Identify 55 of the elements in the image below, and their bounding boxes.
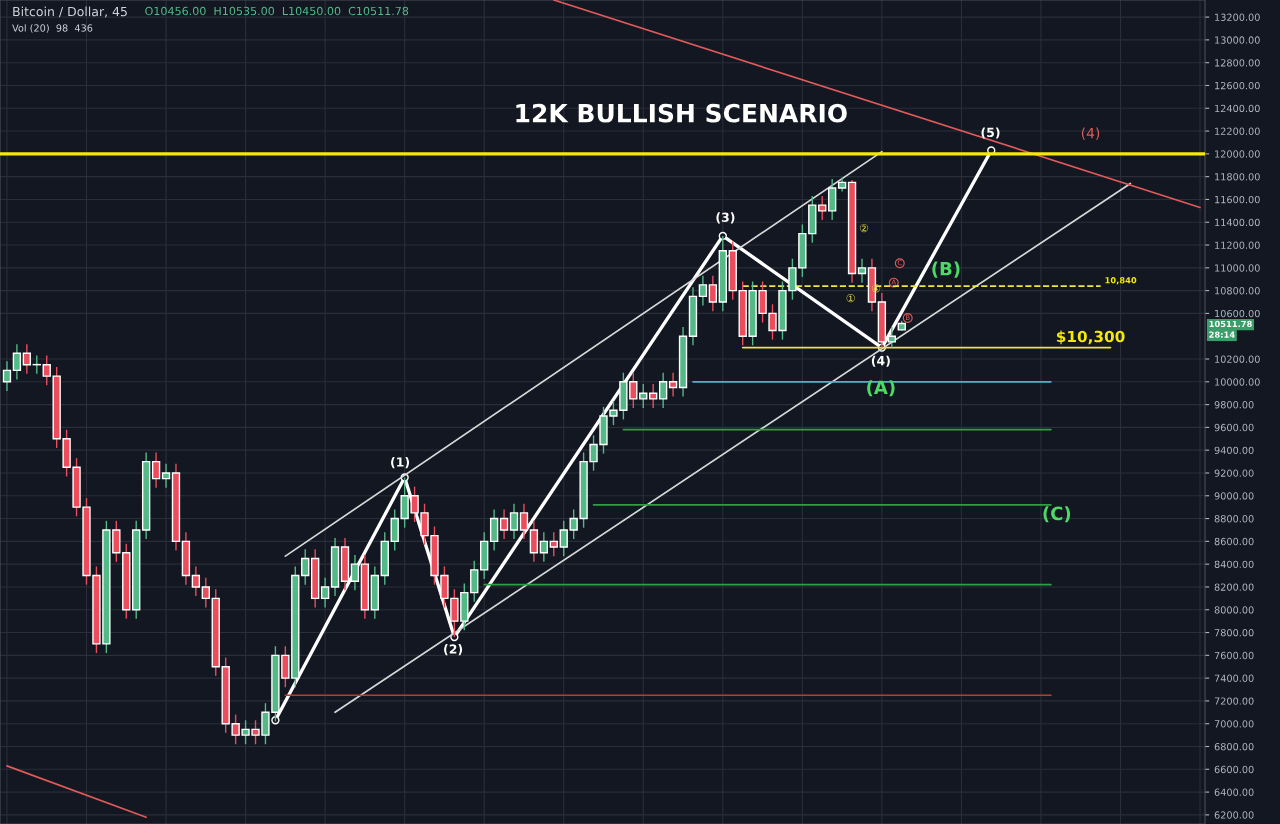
y-tick-label: 7400.00 [1214,674,1254,682]
y-tick-label: 8400.00 [1214,560,1254,568]
annotation: (C) [1043,506,1071,523]
annotation: (A) [867,380,895,397]
y-tick-label: 8600.00 [1214,537,1254,546]
y-tick-label: 7000.00 [1214,720,1254,728]
y-tick-label: 9800.00 [1214,401,1254,409]
y-tick-label: 8000.00 [1214,606,1254,614]
annotation: Vol (20) 98 436 [12,24,93,33]
y-tick-label: 7600.00 [1214,651,1254,660]
text: 10511.78 [1209,320,1252,328]
y-tick-label: 7200.00 [1214,697,1254,705]
y-tick-label: 8800.00 [1214,515,1254,523]
y-tick-label: 12600.00 [1215,81,1260,90]
annotation: ② [859,223,869,233]
y-tick-label: 6800.00 [1214,742,1254,751]
annotation: (1) [391,457,410,469]
chart-subtitle: O10456.00 H10535.00 L10450.00 C10511.78 [145,6,409,16]
y-tick-label: 11200.00 [1215,241,1260,249]
y-tick-label: 10600.00 [1215,309,1260,318]
annotation: (3) [716,212,735,224]
y-tick-label: 13200.00 [1215,13,1260,21]
y-tick-label: 11800.00 [1215,173,1260,181]
text: 28:14 [1209,331,1235,338]
y-tick-label: 11600.00 [1215,195,1260,204]
y-tick-label: 12000.00 [1215,150,1260,158]
y-tick-label: 12800.00 [1215,59,1260,67]
y-tick-label: 10800.00 [1215,287,1260,295]
y-tick-label: 6600.00 [1214,765,1254,774]
y-tick-label: 10000.00 [1215,378,1260,386]
annotation: ① [846,293,855,303]
annotation: ④ [871,284,881,293]
y-tick-label: 6400.00 [1214,788,1254,796]
y-tick-label: 11400.00 [1215,218,1260,227]
annotation: (4) [1081,127,1100,140]
annotation: (B) [932,261,960,278]
y-tick-label: 11000.00 [1215,264,1260,272]
y-tick-label: 9400.00 [1214,446,1254,455]
annotation: 12K BULLISH SCENARIO [516,103,847,123]
y-tick-label: 9200.00 [1214,469,1254,477]
annotation: $10,300 [1056,330,1125,345]
annotation: (4) [871,355,890,367]
y-tick-label: 13000.00 [1215,36,1260,44]
annotation: (5) [981,127,1000,139]
y-tick-label: 6200.00 [1214,811,1254,819]
y-tick-label: 12400.00 [1215,104,1260,113]
y-tick-label: 10200.00 [1215,355,1260,363]
annotation: 10,840 [1105,277,1137,285]
y-tick-label: 8200.00 [1214,583,1254,591]
annotation: (2) [444,644,463,656]
chart-title: Bitcoin / Dollar, 45 [13,6,127,18]
y-tick-label: 9000.00 [1214,492,1254,500]
y-tick-label: 9600.00 [1214,423,1254,432]
y-tick-label: 7800.00 [1214,629,1254,637]
y-tick-label: 12200.00 [1215,127,1260,135]
